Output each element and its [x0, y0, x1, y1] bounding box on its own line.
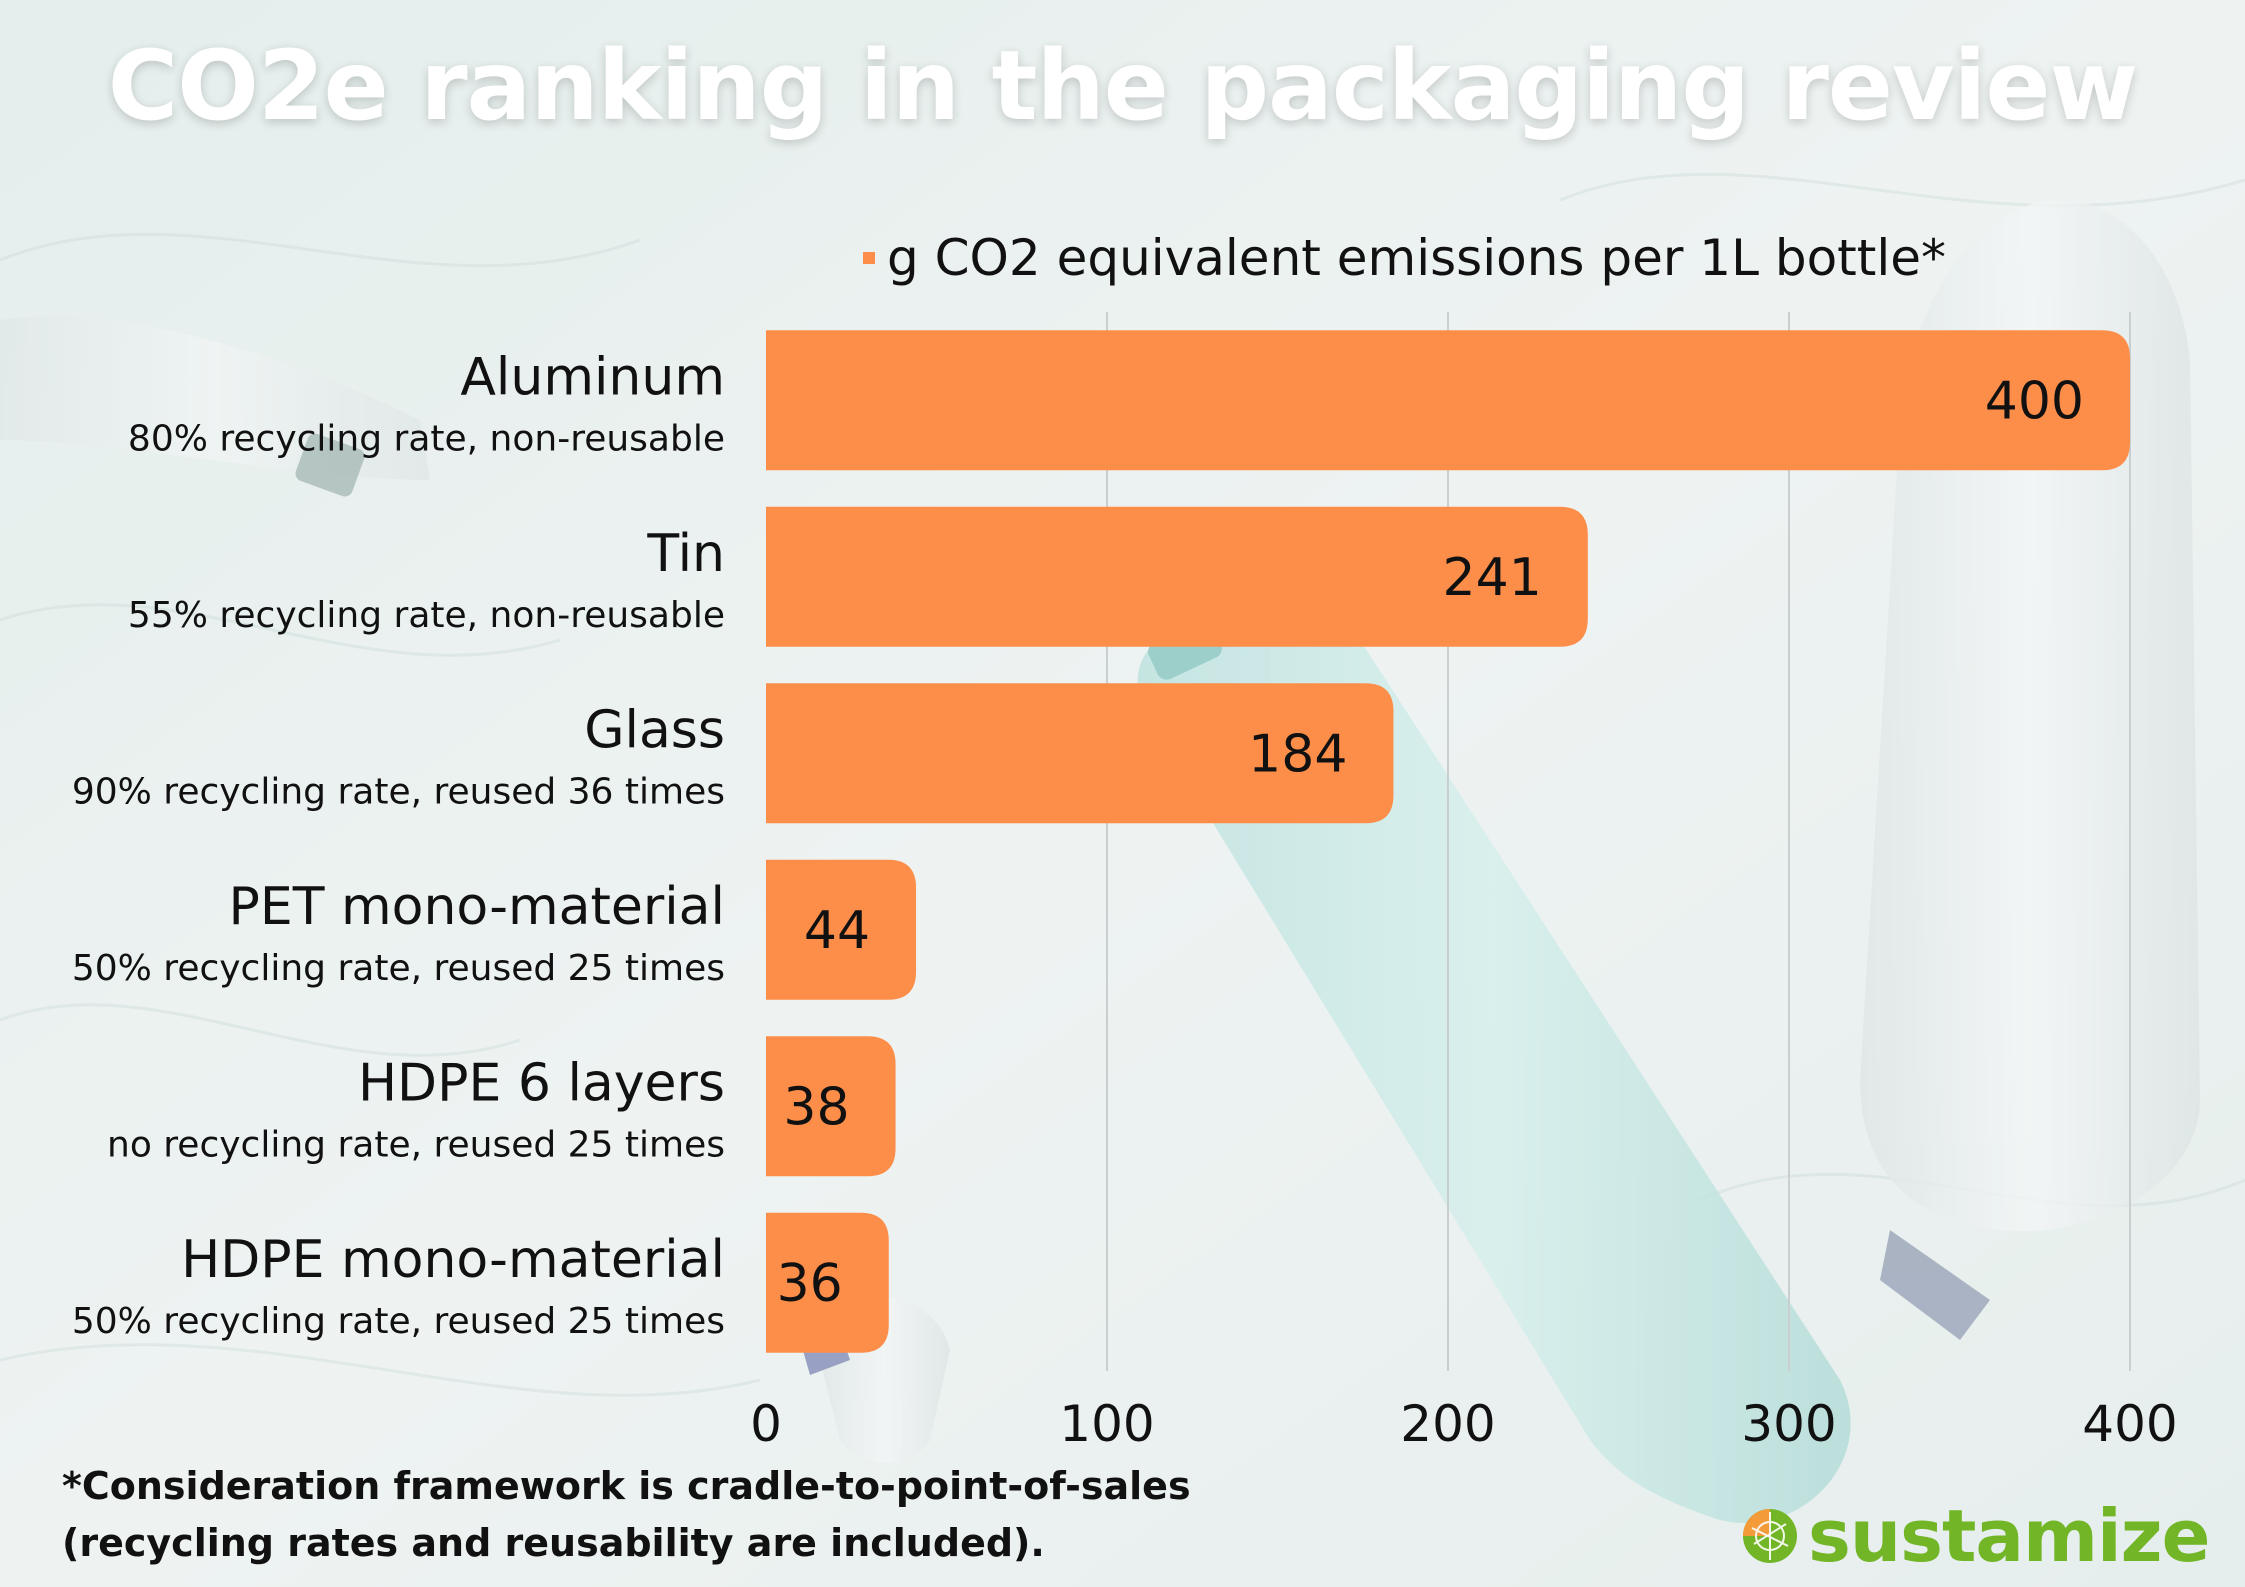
bar-4	[766, 1036, 896, 1177]
sustamize-logo-icon	[1743, 1509, 1797, 1563]
category-subtitle-3: 50% recycling rate, reused 25 times	[72, 948, 725, 989]
category-subtitle-5: 50% recycling rate, reused 25 times	[72, 1301, 725, 1342]
category-label-5: HDPE mono-material	[181, 1230, 725, 1290]
category-label-3: PET mono-material	[228, 877, 725, 937]
sustamize-logo-text: sustamize	[1808, 1494, 2210, 1578]
x-tick-label-100: 100	[1059, 1395, 1154, 1453]
footnote: *Consideration framework is cradle-to-po…	[62, 1458, 1462, 1572]
category-label-0: Aluminum	[460, 347, 725, 407]
x-axis-ticks: 0 100 200 300 400	[750, 1395, 2178, 1453]
bar-2	[766, 683, 1394, 824]
x-tick-label-400: 400	[2082, 1395, 2177, 1453]
bar-value-label-5: 36	[777, 1254, 843, 1314]
x-tick-label-0: 0	[750, 1395, 782, 1453]
bar-value-label-1: 241	[1443, 548, 1542, 608]
legend-swatch	[863, 252, 875, 264]
category-subtitle-4: no recycling rate, reused 25 times	[107, 1124, 725, 1165]
category-subtitle-0: 80% recycling rate, non-reusable	[128, 418, 725, 459]
category-label-1: Tin	[646, 524, 725, 584]
bar-3	[766, 859, 917, 1000]
bar-value-label-2: 184	[1248, 724, 1347, 784]
page-title: CO2e ranking in the packaging review	[107, 30, 2138, 142]
footnote-line-2: (recycling rates and reusability are inc…	[62, 1521, 1045, 1565]
category-label-4: HDPE 6 layers	[358, 1053, 725, 1113]
x-tick-label-300: 300	[1741, 1395, 1836, 1453]
bar-1	[766, 506, 1588, 647]
bar-5	[766, 1212, 889, 1353]
bar-0	[766, 330, 2130, 471]
bar-value-label-4: 38	[783, 1077, 849, 1137]
sustamize-logo: sustamize	[1740, 1494, 2210, 1578]
legend-label: g CO2 equivalent emissions per 1L bottle…	[887, 229, 1947, 287]
category-labels: Aluminum 80% recycling rate, non-reusable…	[72, 347, 725, 1342]
footnote-line-1: *Consideration framework is cradle-to-po…	[62, 1464, 1191, 1508]
bars: 400 241 184 44 38 36	[766, 330, 2130, 1353]
category-subtitle-1: 55% recycling rate, non-reusable	[128, 595, 725, 636]
chart-legend: g CO2 equivalent emissions per 1L bottle…	[863, 228, 1946, 288]
x-tick-label-200: 200	[1400, 1395, 1495, 1453]
bar-value-label-0: 400	[1985, 371, 2084, 431]
grid-lines	[1106, 312, 2131, 1371]
bar-value-label-3: 44	[804, 901, 870, 961]
category-subtitle-2: 90% recycling rate, reused 36 times	[72, 771, 725, 812]
category-label-2: Glass	[584, 700, 725, 760]
